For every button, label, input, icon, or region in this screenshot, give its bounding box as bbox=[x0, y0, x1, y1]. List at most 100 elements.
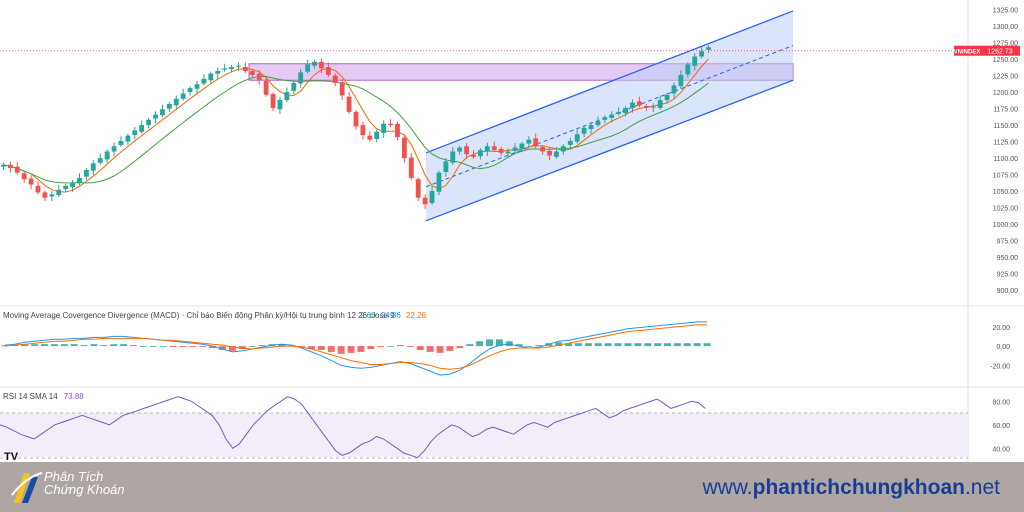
macd-histogram-bar bbox=[179, 346, 187, 348]
candle-body bbox=[77, 177, 82, 184]
macd-values: 2.60 24.86 22.26 bbox=[360, 311, 427, 320]
candle-body bbox=[242, 67, 248, 71]
candle-body bbox=[83, 169, 89, 177]
macd-histogram-bar bbox=[21, 344, 29, 347]
candle-body bbox=[471, 154, 476, 157]
macd-histogram-bar bbox=[466, 344, 474, 347]
macd-histogram-bar bbox=[120, 344, 128, 347]
candle-body bbox=[298, 72, 304, 84]
logo-line-2: Chứng Khoán bbox=[44, 482, 125, 497]
candle-body bbox=[201, 78, 207, 84]
macd-histogram-bar bbox=[50, 344, 58, 347]
macd-histogram-bar bbox=[406, 346, 414, 348]
candle-body bbox=[7, 164, 13, 169]
macd-histogram-bar bbox=[436, 346, 444, 353]
macd-histogram-bar bbox=[308, 346, 315, 349]
macd-histogram-bar bbox=[683, 343, 691, 347]
candle-body bbox=[381, 123, 387, 134]
candle-body bbox=[692, 56, 698, 66]
candle-body bbox=[636, 101, 642, 106]
price-tick-label: 1225.00 bbox=[993, 74, 1018, 81]
website-suffix: .net bbox=[964, 476, 1000, 499]
ma-fast-line bbox=[3, 58, 709, 193]
macd-histogram-bar bbox=[60, 344, 68, 347]
price-tick-label: 1025.00 bbox=[993, 206, 1018, 213]
candle-body bbox=[236, 65, 241, 67]
macd-histogram-bar bbox=[584, 343, 592, 347]
macd-histogram-bar bbox=[654, 343, 662, 347]
macd-histogram-bar bbox=[644, 343, 652, 347]
candle-body bbox=[505, 151, 511, 154]
last-price-tag-bg bbox=[980, 45, 1020, 56]
macd-histogram-bar bbox=[535, 345, 543, 347]
macd-signal-line bbox=[4, 324, 708, 370]
candle-body bbox=[173, 98, 179, 106]
candle-body bbox=[581, 127, 587, 134]
macd-histogram-bar bbox=[317, 346, 325, 350]
price-tick-label: 1275.00 bbox=[993, 41, 1018, 48]
candle-body bbox=[491, 146, 497, 151]
rsi-line bbox=[0, 396, 706, 459]
candle-body bbox=[630, 102, 635, 108]
candle-body bbox=[706, 47, 711, 50]
candle-body bbox=[56, 189, 62, 196]
channel-upper-line bbox=[425, 10, 794, 154]
macd-histogram-bar bbox=[130, 345, 137, 347]
candle-body bbox=[14, 166, 20, 173]
footer-banner bbox=[0, 462, 1024, 512]
candle-body bbox=[256, 73, 262, 81]
rsi-plot bbox=[0, 396, 706, 459]
candle-body bbox=[312, 61, 317, 66]
macd-histogram-bar bbox=[189, 346, 197, 348]
candle-body bbox=[408, 157, 414, 178]
candle-body bbox=[325, 67, 331, 75]
candle-body bbox=[42, 192, 48, 198]
candle-body bbox=[187, 88, 193, 93]
rsi-tick-label: 40.00 bbox=[992, 446, 1010, 453]
candle-body bbox=[533, 138, 539, 147]
candle-body bbox=[139, 125, 145, 132]
logo-icon bbox=[11, 472, 43, 503]
candle-body bbox=[166, 103, 172, 109]
price-tick-label: 1075.00 bbox=[993, 173, 1018, 180]
candle-body bbox=[374, 131, 380, 139]
rsi-value: 73.88 bbox=[64, 392, 85, 401]
website-name: phantichchungkhoan bbox=[752, 476, 965, 499]
candle-body bbox=[153, 114, 158, 119]
candle-body bbox=[457, 147, 463, 152]
website-link[interactable]: www.phantichchungkhoan.net bbox=[702, 476, 1000, 500]
candles bbox=[1, 45, 711, 209]
price-tick-label: 1100.00 bbox=[993, 156, 1018, 163]
macd-histogram-bar bbox=[387, 346, 395, 347]
candle-body bbox=[160, 109, 165, 116]
macd-tick-label: -20.00 bbox=[990, 363, 1010, 370]
macd-histogram-bar bbox=[634, 343, 642, 347]
candle-body bbox=[560, 146, 566, 152]
candle-body bbox=[616, 111, 622, 114]
candle-body bbox=[526, 139, 532, 144]
macd-histogram-bar bbox=[377, 346, 385, 348]
candle-body bbox=[367, 135, 373, 140]
candle-body bbox=[332, 75, 338, 83]
last-price-tag: 1262.73 bbox=[987, 49, 1012, 56]
tradingview-logo: TV bbox=[4, 451, 19, 463]
chart-canvas[interactable]: 1325.00 1300.00 1275.00 1250.00 1225.00 1200.… bbox=[0, 0, 1024, 462]
candle-body bbox=[657, 100, 663, 108]
candle-body bbox=[319, 61, 324, 69]
candle-body bbox=[270, 94, 276, 108]
candle-body bbox=[547, 150, 552, 156]
macd-histogram-bar bbox=[575, 343, 582, 347]
price-axis[interactable]: 1325.00 1300.00 1275.00 1250.00 1225.00 1200.… bbox=[993, 8, 1018, 295]
macd-histogram-bar bbox=[149, 346, 157, 347]
candle-body bbox=[111, 146, 117, 152]
macd-histogram-bar bbox=[476, 341, 484, 347]
rsi-tick-label: 80.00 bbox=[992, 399, 1010, 406]
price-tick-label: 1125.00 bbox=[993, 140, 1018, 147]
macd-histogram-bar bbox=[357, 346, 365, 352]
candle-body bbox=[436, 172, 442, 192]
macd-histogram-bar bbox=[486, 339, 493, 347]
macd-histogram-bar bbox=[614, 343, 622, 347]
candle-body bbox=[97, 158, 103, 163]
candle-body bbox=[429, 191, 435, 203]
macd-histogram-bar bbox=[31, 344, 39, 347]
